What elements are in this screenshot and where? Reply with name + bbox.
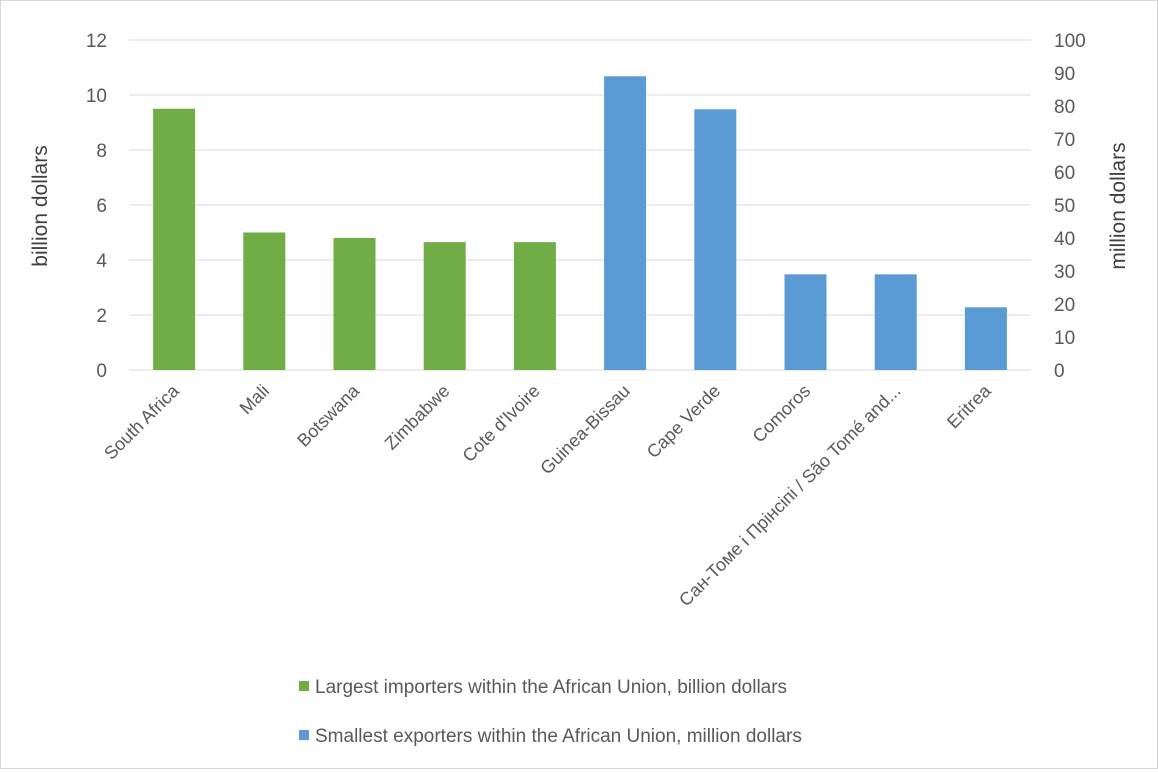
category-label: Zimbabwe <box>381 381 454 454</box>
left-tick-label: 4 <box>96 251 107 272</box>
right-axis-ticks: 0 10 20 30 40 50 60 70 80 90 100 <box>1054 31 1086 382</box>
right-tick-label: 80 <box>1054 97 1075 118</box>
category-label: Cote d'Ivoire <box>459 381 544 466</box>
left-tick-label: 6 <box>96 196 107 217</box>
bar-importer <box>153 108 196 370</box>
right-tick-label: 30 <box>1054 262 1075 283</box>
left-axis-ticks: 0 2 4 6 8 10 12 <box>86 31 108 382</box>
bar-importer <box>243 232 286 370</box>
category-label: Cape Verde <box>643 381 724 462</box>
right-tick-label: 90 <box>1054 64 1075 85</box>
legend-label: Largest importers within the African Uni… <box>315 677 787 698</box>
right-axis-title: million dollars <box>1107 142 1130 269</box>
legend: Largest importers within the African Uni… <box>299 677 802 747</box>
bar-exporter <box>964 307 1007 370</box>
category-label: Guinea-Bissau <box>536 381 634 479</box>
right-tick-label: 0 <box>1054 361 1065 382</box>
right-tick-label: 100 <box>1054 31 1086 52</box>
left-tick-label: 2 <box>96 306 107 327</box>
bar-importer <box>423 242 466 370</box>
right-tick-label: 20 <box>1054 295 1075 316</box>
left-tick-label: 12 <box>86 31 107 52</box>
bars <box>153 76 1007 371</box>
bar-importer <box>333 238 376 370</box>
bar-importer <box>513 242 556 370</box>
bar-exporter <box>784 274 827 370</box>
category-label: Botswana <box>293 380 364 451</box>
left-tick-label: 0 <box>96 361 107 382</box>
category-label: South Africa <box>100 380 183 463</box>
category-label: Mali <box>236 381 273 418</box>
category-label: Eritrea <box>943 380 995 432</box>
bar-exporter <box>694 109 737 371</box>
right-tick-label: 70 <box>1054 130 1075 151</box>
right-tick-label: 60 <box>1054 163 1075 184</box>
category-labels: South Africa Mali Botswana Zimbabwe Cote d'I… <box>100 380 995 610</box>
right-tick-label: 40 <box>1054 229 1075 250</box>
bar-exporter <box>874 274 917 370</box>
left-tick-label: 10 <box>86 86 107 107</box>
bar-exporter <box>604 76 647 371</box>
legend-label: Smallest exporters within the African Un… <box>315 726 802 747</box>
legend-swatch <box>299 681 309 691</box>
legend-swatch <box>299 730 309 740</box>
left-tick-label: 8 <box>96 141 107 162</box>
left-axis-title: billion dollars <box>29 145 52 266</box>
category-label: Comoros <box>749 381 815 447</box>
right-tick-label: 50 <box>1054 196 1075 217</box>
right-tick-label: 10 <box>1054 328 1075 349</box>
